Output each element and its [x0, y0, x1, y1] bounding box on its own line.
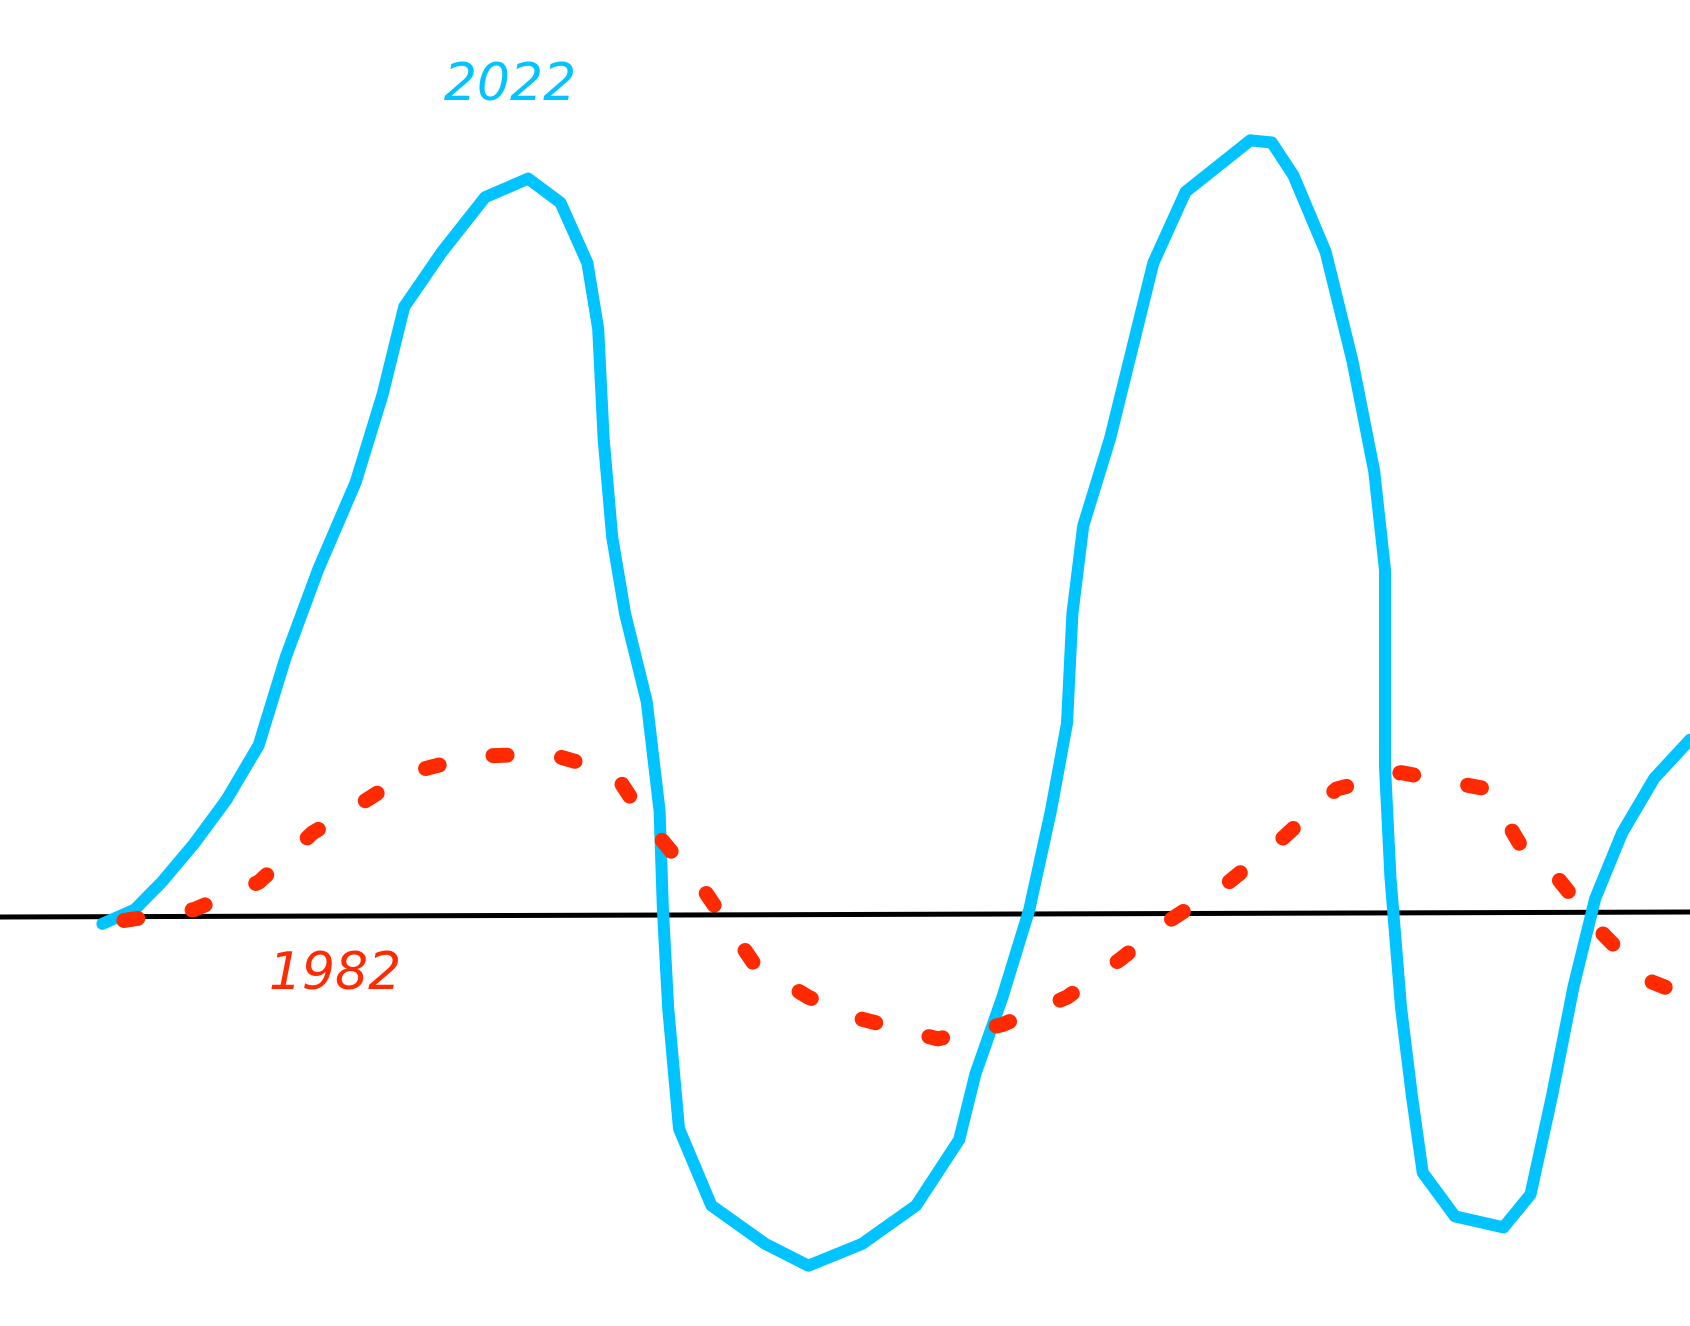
baseline — [0, 909, 1690, 920]
dashed-line — [116, 746, 1690, 1047]
series-label: 2022 — [444, 53, 576, 113]
series-label: 1982 — [269, 942, 401, 1002]
line — [96, 134, 1690, 1272]
